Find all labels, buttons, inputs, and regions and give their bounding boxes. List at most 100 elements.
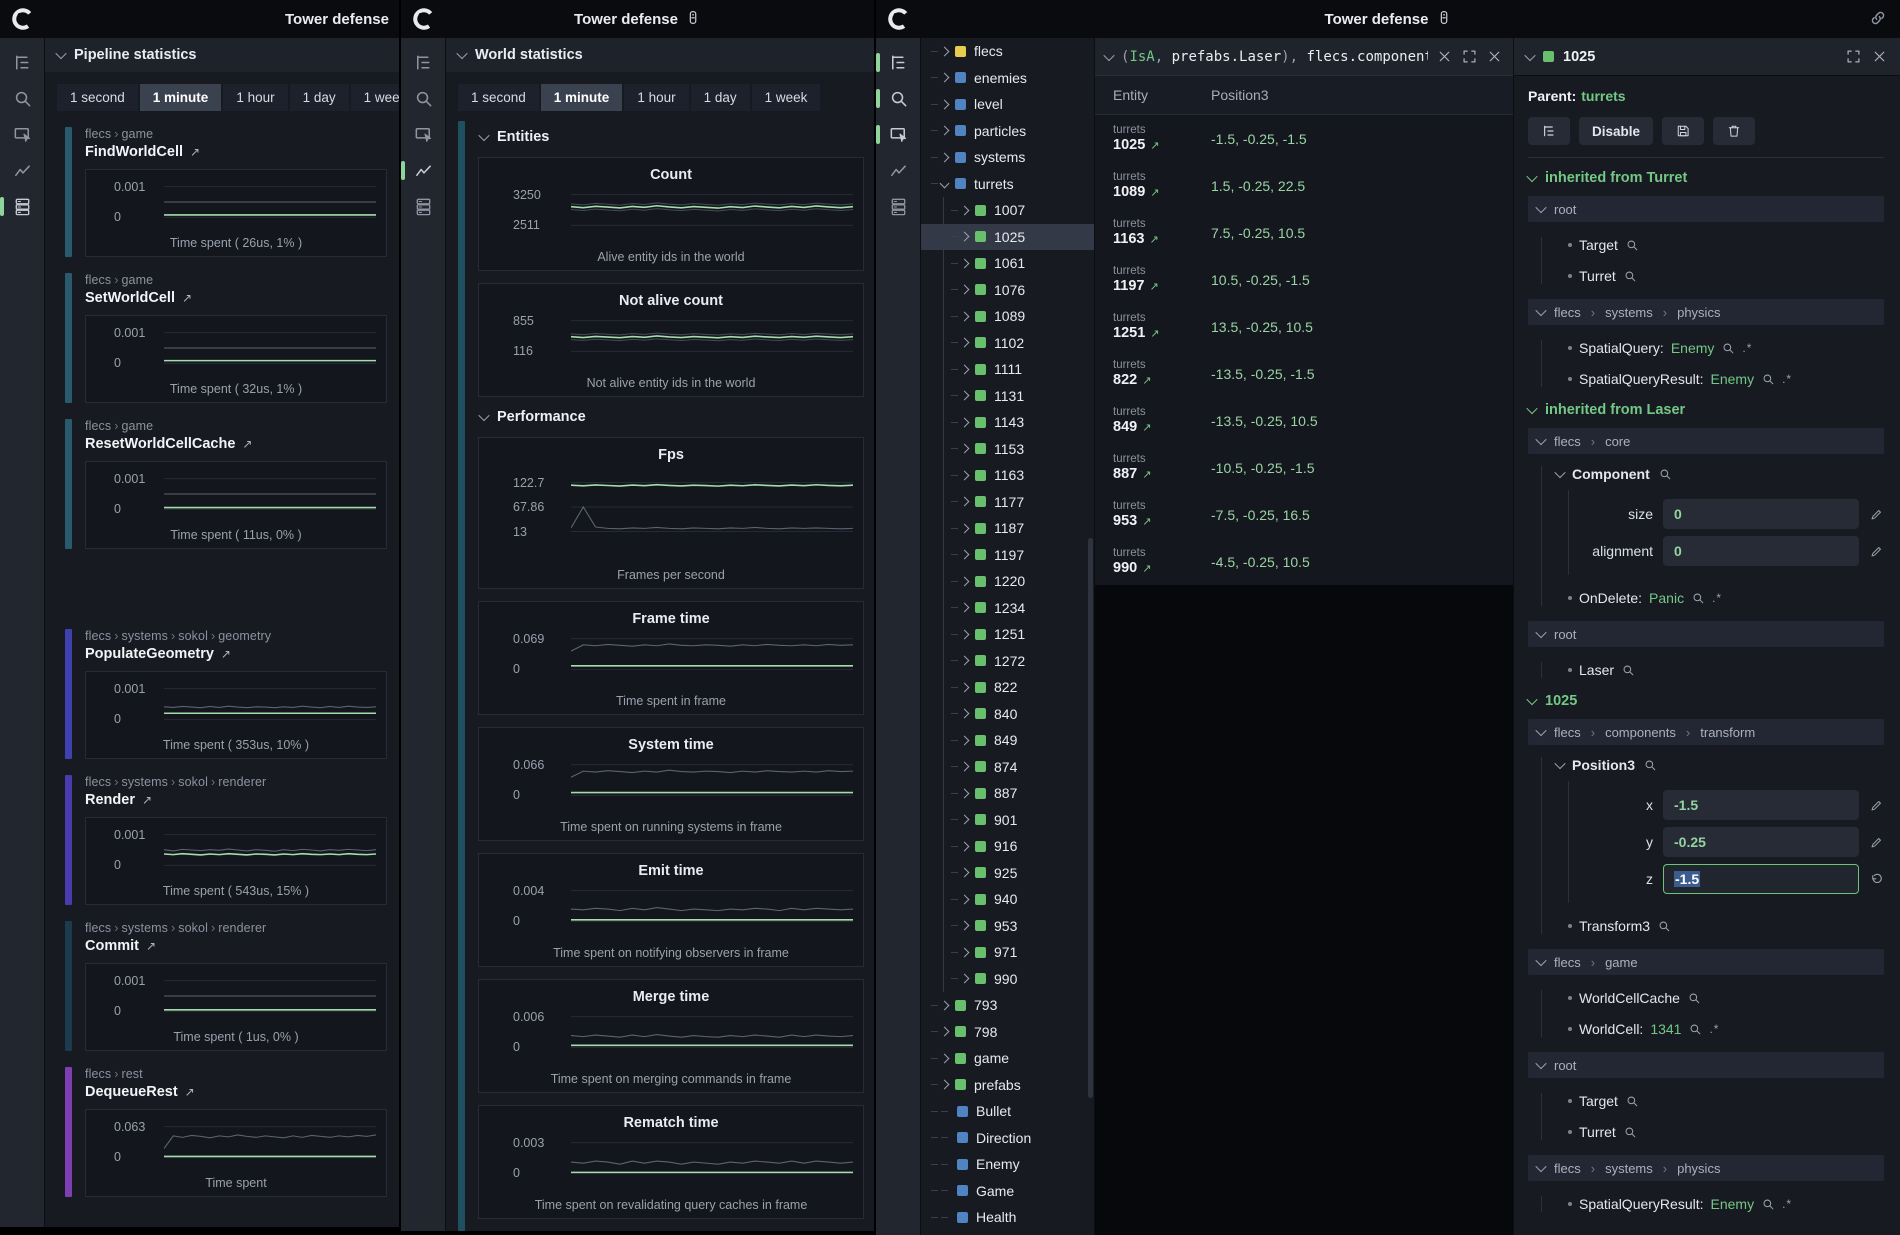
external-link-icon[interactable]: [1142, 422, 1151, 434]
field-input-z[interactable]: -1.5: [1663, 864, 1859, 894]
tree-item-Game[interactable]: Game: [921, 1178, 1094, 1205]
tree-icon[interactable]: [413, 52, 434, 73]
query-result-row[interactable]: turrets125113.5, -0.25, 10.5: [1095, 303, 1513, 350]
search-icon[interactable]: [1625, 1094, 1639, 1108]
section-header-performance[interactable]: Performance: [478, 409, 864, 425]
tree-item-particles[interactable]: particles: [921, 118, 1094, 145]
tree-item-1220[interactable]: 1220: [921, 568, 1094, 595]
component-path-header[interactable]: flecs › core: [1528, 428, 1884, 454]
entity-id-link[interactable]: 1025: [1113, 137, 1211, 154]
tree-item-940[interactable]: 940: [921, 886, 1094, 913]
table-icon[interactable]: [413, 196, 434, 217]
chevron-right-icon[interactable]: [959, 814, 970, 825]
tree-item-1076[interactable]: 1076: [921, 276, 1094, 303]
tree-item-1177[interactable]: 1177: [921, 488, 1094, 515]
inspector-section-inherited-from-laser[interactable]: inherited from Laser: [1526, 402, 1884, 418]
external-link-icon[interactable]: [190, 145, 200, 159]
entity-id-link[interactable]: 1089: [1113, 184, 1211, 201]
tree-item-822[interactable]: 822: [921, 674, 1094, 701]
chevron-right-icon[interactable]: [959, 523, 970, 534]
tree-item-game[interactable]: game: [921, 1045, 1094, 1072]
tree-item-enemies[interactable]: enemies: [921, 65, 1094, 92]
tree-item-840[interactable]: 840: [921, 700, 1094, 727]
tree-item-Direction[interactable]: Direction: [921, 1125, 1094, 1152]
field-input-x[interactable]: -1.5: [1663, 790, 1859, 820]
tree-item-1153[interactable]: 1153: [921, 435, 1094, 462]
chevron-right-icon[interactable]: [959, 496, 970, 507]
tree-item-1007[interactable]: 1007: [921, 197, 1094, 224]
pair-wildcard-icon[interactable]: [1742, 341, 1752, 355]
external-link-icon[interactable]: [1142, 516, 1151, 528]
chevron-right-icon[interactable]: [959, 284, 970, 295]
edit-pencil-icon[interactable]: [1869, 544, 1884, 559]
section-header-entities[interactable]: Entities: [478, 129, 864, 145]
entity-id-link[interactable]: 822: [1113, 372, 1211, 389]
system-name[interactable]: FindWorldCell: [85, 144, 387, 160]
tab-1-day[interactable]: 1 day: [289, 84, 349, 111]
tree-item-Bullet[interactable]: Bullet: [921, 1098, 1094, 1125]
chevron-right-icon[interactable]: [939, 46, 950, 57]
entity-id-link[interactable]: 1251: [1113, 325, 1211, 342]
chevron-right-icon[interactable]: [939, 1026, 950, 1037]
component-item-SpatialQueryResult[interactable]: SpatialQueryResult: Enemy: [1568, 1196, 1884, 1212]
component-path-header[interactable]: root: [1528, 196, 1884, 222]
panel-title-pipeline[interactable]: Pipeline statistics: [45, 38, 399, 72]
tab-1-hour[interactable]: 1 hour: [624, 84, 689, 111]
chevron-right-icon[interactable]: [959, 390, 970, 401]
search-icon[interactable]: [1688, 1022, 1702, 1036]
chevron-right-icon[interactable]: [939, 152, 950, 163]
external-link-icon[interactable]: [146, 939, 156, 953]
search-icon[interactable]: [1643, 758, 1657, 772]
chevron-right-icon[interactable]: [959, 602, 970, 613]
component-path-header[interactable]: root: [1528, 1052, 1884, 1078]
tab-1-day[interactable]: 1 day: [690, 84, 750, 111]
component-item-SpatialQuery[interactable]: SpatialQuery: Enemy: [1568, 340, 1884, 356]
tree-item-887[interactable]: 887: [921, 780, 1094, 807]
search-icon[interactable]: [1658, 467, 1672, 481]
search-icon[interactable]: [1623, 1125, 1637, 1139]
tab-1-minute[interactable]: 1 minute: [540, 84, 623, 111]
tree-item-prefabs[interactable]: prefabs: [921, 1072, 1094, 1099]
chevron-right-icon[interactable]: [959, 682, 970, 693]
fullscreen-icon[interactable]: [1845, 48, 1862, 65]
tree-item-1102[interactable]: 1102: [921, 329, 1094, 356]
search-icon[interactable]: [1761, 372, 1775, 386]
pair-target-link[interactable]: 1341: [1650, 1021, 1682, 1037]
tree-icon[interactable]: [12, 52, 33, 73]
chevron-down-icon[interactable]: [1103, 49, 1115, 61]
external-link-icon[interactable]: [185, 1085, 195, 1099]
delete-button[interactable]: [1713, 117, 1756, 145]
pair-target-link[interactable]: Enemy: [1670, 340, 1715, 356]
chevron-right-icon[interactable]: [939, 125, 950, 136]
field-input-alignment[interactable]: 0: [1663, 536, 1859, 566]
chevron-right-icon[interactable]: [939, 72, 950, 83]
tree-item-1163[interactable]: 1163: [921, 462, 1094, 489]
fullscreen-icon[interactable]: [1461, 48, 1478, 65]
tree-item-Enemy[interactable]: Enemy: [921, 1151, 1094, 1178]
chevron-right-icon[interactable]: [959, 337, 970, 348]
chevron-right-icon[interactable]: [959, 549, 970, 560]
tree-item-1111[interactable]: 1111: [921, 356, 1094, 383]
tree-item-1187[interactable]: 1187: [921, 515, 1094, 542]
component-path-header[interactable]: flecs › game: [1528, 949, 1884, 975]
table-icon[interactable]: [0, 196, 33, 217]
chevron-down-icon[interactable]: [939, 178, 950, 189]
search-icon[interactable]: [413, 88, 434, 109]
external-link-icon[interactable]: [1150, 187, 1159, 199]
search-icon[interactable]: [1623, 269, 1637, 283]
table-icon[interactable]: [888, 196, 909, 217]
chevron-right-icon[interactable]: [959, 788, 970, 799]
external-link-icon[interactable]: [1142, 563, 1151, 575]
tree-item-925[interactable]: 925: [921, 859, 1094, 886]
tree-item-990[interactable]: 990: [921, 965, 1094, 992]
system-name[interactable]: Commit: [85, 938, 387, 954]
entity-id-link[interactable]: 1197: [1113, 278, 1211, 295]
component-item-SpatialQueryResult[interactable]: SpatialQueryResult: Enemy: [1568, 371, 1884, 387]
chevron-right-icon[interactable]: [959, 894, 970, 905]
tree-item-874[interactable]: 874: [921, 753, 1094, 780]
search-icon[interactable]: [1657, 919, 1671, 933]
disable-button[interactable]: Disable: [1579, 117, 1654, 145]
